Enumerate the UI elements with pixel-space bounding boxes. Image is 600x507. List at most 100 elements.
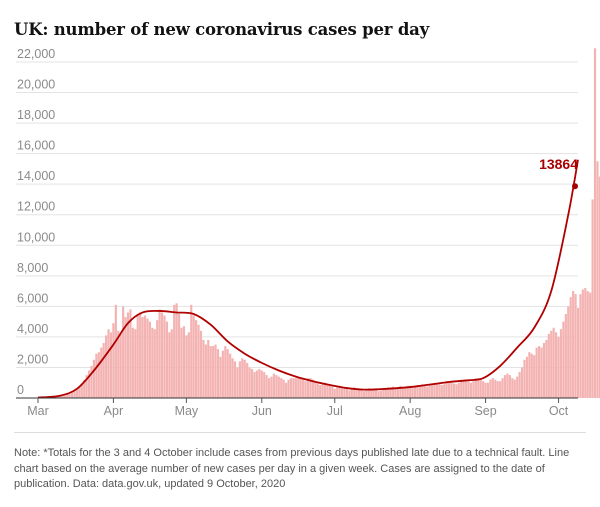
daily-bar	[353, 387, 356, 398]
daily-bar	[90, 365, 93, 398]
daily-bar	[555, 332, 558, 398]
daily-bar	[131, 327, 134, 398]
daily-bar	[185, 335, 188, 398]
y-tick-label: 10,000	[17, 230, 55, 244]
daily-bar	[530, 353, 533, 398]
daily-bar	[85, 375, 88, 398]
x-tick-label: Jun	[252, 404, 272, 418]
daily-bar	[153, 329, 156, 398]
daily-bar	[114, 304, 117, 398]
daily-bar	[165, 321, 169, 398]
daily-bar	[190, 304, 193, 398]
daily-bar	[143, 315, 147, 398]
daily-bar	[440, 385, 443, 398]
daily-bar	[360, 390, 363, 398]
daily-bar	[520, 367, 524, 398]
daily-bar	[372, 389, 375, 398]
daily-bar	[598, 176, 600, 398]
daily-bar	[83, 379, 86, 398]
daily-bar	[299, 378, 302, 398]
daily-bar	[435, 383, 439, 398]
daily-bar	[457, 382, 460, 398]
daily-bar	[105, 335, 108, 398]
daily-bar	[58, 396, 61, 398]
daily-bar	[336, 387, 339, 398]
daily-bar	[392, 386, 395, 398]
daily-bar	[370, 388, 373, 398]
daily-bar	[216, 349, 220, 398]
daily-bar	[333, 388, 336, 398]
daily-bar	[518, 372, 521, 398]
daily-bar	[134, 329, 137, 398]
daily-bar	[584, 288, 587, 398]
daily-bar	[581, 289, 584, 398]
daily-bar	[331, 386, 334, 398]
daily-bar	[212, 346, 215, 398]
daily-bar	[455, 384, 458, 398]
daily-bar	[537, 346, 541, 398]
daily-bar	[87, 370, 91, 398]
chart-title: UK: number of new coronavirus cases per …	[14, 20, 430, 39]
daily-bar	[158, 309, 161, 398]
daily-bar	[389, 387, 392, 398]
daily-bar	[491, 378, 494, 398]
daily-bar	[75, 388, 79, 398]
daily-bar	[547, 333, 550, 398]
daily-bar	[375, 389, 378, 398]
daily-bar	[316, 383, 319, 398]
daily-bar	[207, 339, 210, 398]
x-tick-label: Jul	[327, 404, 343, 418]
daily-bar	[260, 370, 263, 398]
daily-bar	[156, 320, 159, 398]
daily-bar	[263, 372, 266, 398]
daily-bar	[297, 378, 300, 398]
daily-bar	[280, 378, 283, 398]
daily-bar	[238, 361, 241, 398]
y-tick-label: 4,000	[17, 322, 48, 336]
daily-bar	[265, 375, 268, 398]
daily-bar	[321, 384, 324, 398]
y-axis-labels: 0 2,000 4,000 6,000 8,000 10,000 12,000 14,000 1…	[17, 47, 55, 397]
daily-bar	[362, 391, 366, 398]
daily-bar	[233, 361, 237, 398]
daily-bar	[311, 379, 314, 398]
daily-bar	[472, 381, 475, 398]
daily-bar	[421, 384, 424, 398]
daily-bar	[576, 307, 580, 398]
daily-bar	[139, 312, 142, 398]
daily-bar	[377, 391, 380, 398]
daily-bar	[411, 388, 414, 398]
daily-bar	[148, 321, 151, 398]
daily-bar	[287, 379, 290, 398]
daily-bar	[173, 304, 176, 398]
daily-bar	[443, 384, 446, 398]
daily-bar	[209, 346, 212, 398]
daily-bar	[423, 385, 426, 398]
daily-bar	[285, 382, 288, 398]
daily-case-bars	[36, 48, 600, 398]
daily-bar	[396, 387, 400, 398]
daily-bar	[119, 333, 122, 398]
daily-bar	[151, 327, 154, 398]
daily-bar	[350, 388, 353, 398]
daily-bar	[170, 329, 173, 398]
daily-bar	[302, 379, 305, 398]
daily-bar	[112, 323, 115, 398]
daily-bar	[465, 379, 468, 398]
daily-bar	[214, 344, 217, 398]
daily-bar	[479, 379, 482, 398]
daily-bar	[204, 344, 207, 398]
daily-bar	[66, 394, 69, 398]
daily-bar	[226, 349, 229, 398]
daily-bar	[579, 294, 582, 398]
daily-bar	[406, 385, 409, 398]
daily-bar	[452, 383, 456, 398]
daily-bar	[141, 317, 144, 398]
daily-bar	[195, 320, 198, 398]
daily-bar	[70, 392, 74, 398]
daily-bar	[572, 291, 575, 398]
latest-value-marker	[572, 183, 578, 190]
daily-bar	[433, 382, 436, 398]
daily-bar	[355, 388, 358, 398]
daily-bar	[314, 381, 317, 398]
